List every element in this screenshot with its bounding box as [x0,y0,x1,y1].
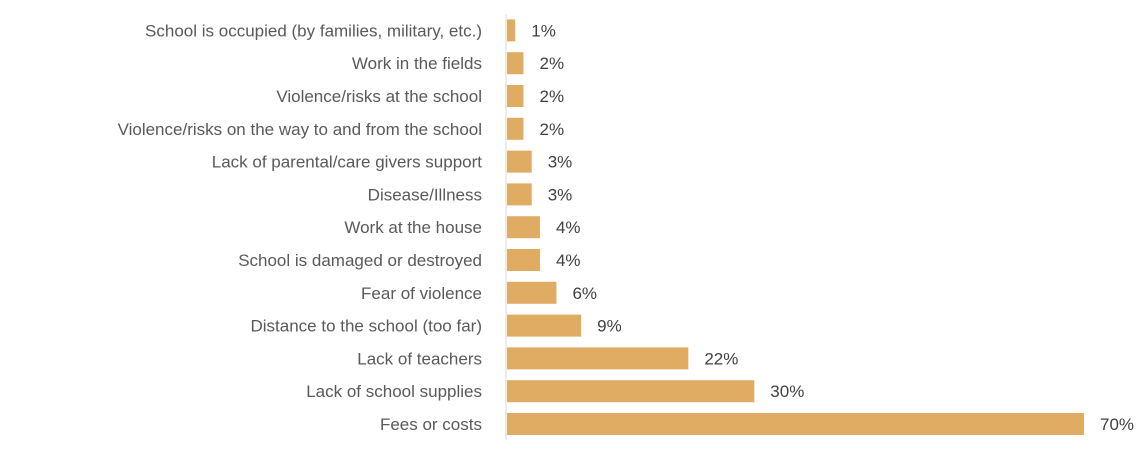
bar [507,216,540,239]
category-label: Violence/risks at the school [276,87,482,106]
category-label: Violence/risks on the way to and from th… [118,120,482,139]
category-label: School is damaged or destroyed [238,251,482,270]
value-label: 4% [556,251,581,270]
category-label: Lack of school supplies [306,382,482,401]
value-label: 3% [548,185,573,204]
bar [507,281,557,304]
bar [507,183,532,206]
bar [507,85,524,107]
bar [507,380,755,403]
bar [507,413,1084,435]
value-label: 6% [572,284,597,303]
category-label: School is occupied (by families, militar… [145,21,482,40]
bar [507,150,532,173]
bar [507,19,516,42]
value-labels-group: 1% 2% 2% 2% 3% 3% 4% 4% 6%9% 22% 30% 70% [531,21,1134,434]
value-label: 9% [597,317,622,336]
bar [507,314,582,337]
value-label: 2% [539,54,564,73]
category-label: Fees or costs [380,415,482,434]
value-label: 30% [770,382,804,401]
category-label: Work in the fields [352,54,482,73]
category-label: Work at the house [344,218,482,237]
category-label: Distance to the school (too far) [250,317,482,336]
value-label: 1% [531,21,556,40]
category-label: Lack of parental/care givers support [212,153,483,172]
value-label: 3% [548,153,573,172]
bar [507,249,540,271]
category-label: Fear of violence [361,284,482,303]
bar [507,117,524,140]
value-label: 2% [539,120,564,139]
bar [507,52,524,75]
value-label: 2% [539,87,564,106]
category-label: Lack of teachers [357,349,482,368]
category-labels-group: School is occupied (by families, militar… [118,21,483,434]
value-label: 4% [556,218,581,237]
bars-group [507,19,1084,435]
bar [507,347,689,370]
value-label: 22% [704,349,738,368]
category-label: Disease/Illness [368,185,482,204]
value-label: 70% [1100,415,1134,434]
